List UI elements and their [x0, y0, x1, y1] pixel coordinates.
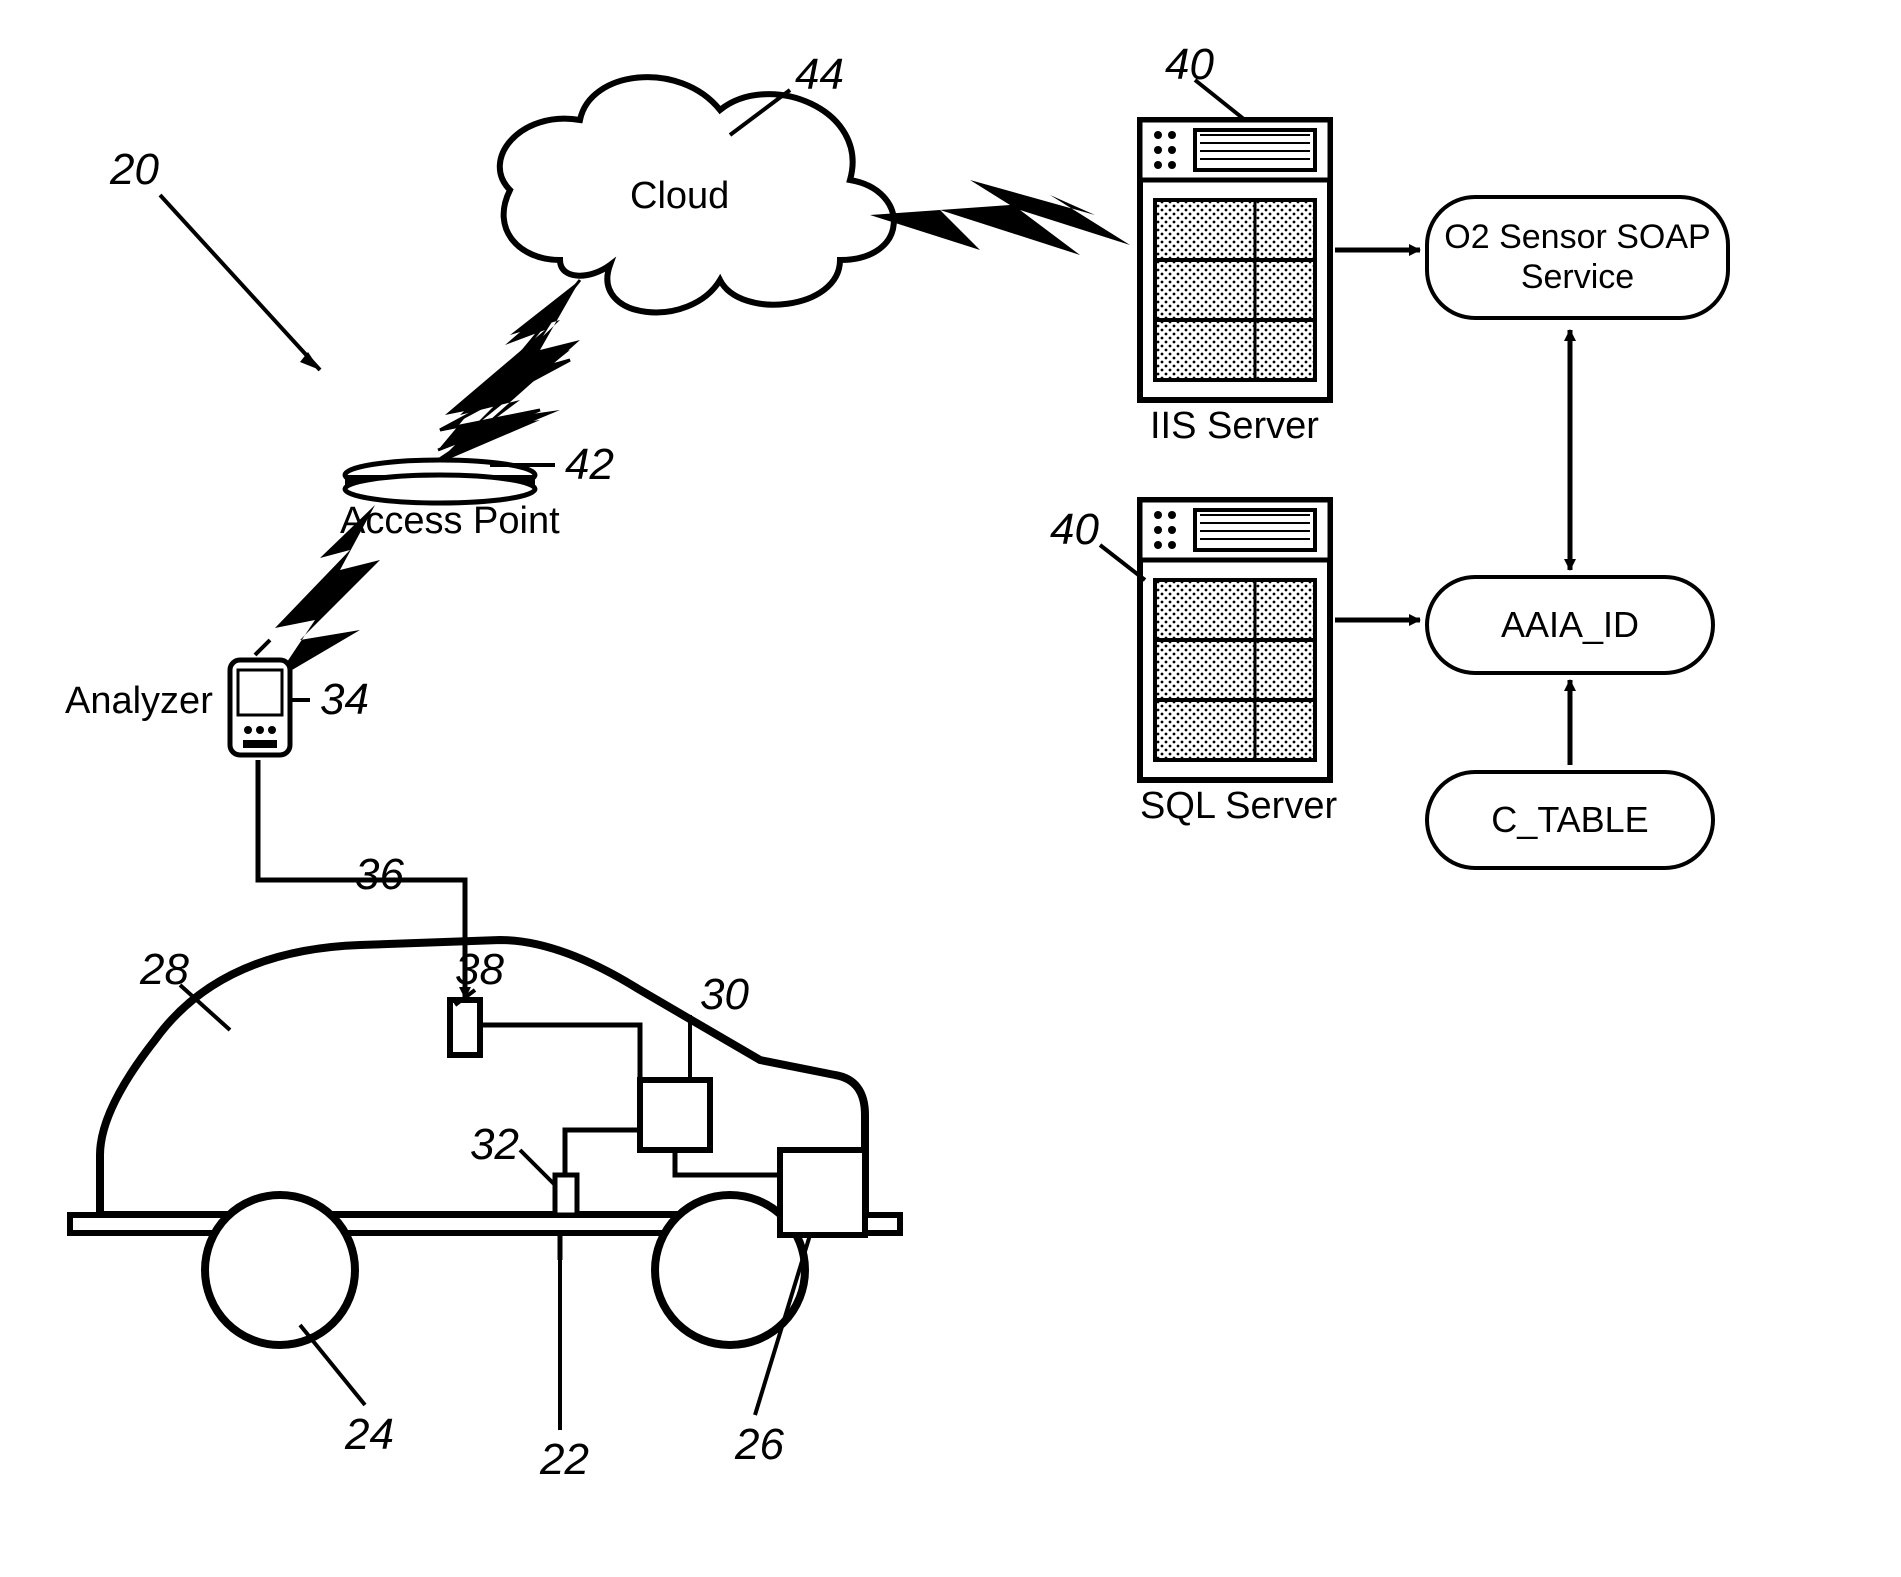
ref-22: 22 [540, 1435, 589, 1485]
ref-20: 20 [110, 145, 159, 195]
aaia-pill: AAIA_ID [1425, 575, 1715, 675]
ref-32: 32 [470, 1120, 519, 1170]
ctable-pill: C_TABLE [1425, 770, 1715, 870]
sql-label: SQL Server [1140, 785, 1337, 828]
ref-30: 30 [700, 970, 749, 1020]
ref-44: 44 [795, 50, 844, 100]
access-point-label: Access Point [340, 500, 560, 543]
analyzer-label: Analyzer [65, 680, 213, 723]
iis-server-icon [1140, 120, 1330, 400]
ref-40a: 40 [1165, 40, 1214, 90]
cloud-label: Cloud [630, 175, 729, 218]
ctable-text: C_TABLE [1491, 799, 1648, 840]
bolt3 [870, 180, 1130, 255]
analyzer-icon [230, 640, 290, 755]
sql-server-icon [1140, 500, 1330, 780]
ref-38: 38 [455, 945, 504, 995]
ref-42: 42 [565, 440, 614, 490]
ref-40b: 40 [1050, 505, 1099, 555]
aaia-text: AAIA_ID [1501, 604, 1639, 645]
ref-36: 36 [355, 850, 404, 900]
iis-label: IIS Server [1150, 405, 1319, 448]
ref-26: 26 [735, 1420, 784, 1470]
ref-34: 34 [320, 675, 369, 725]
diagram-canvas: Cloud Access Point Analyzer IIS Server S… [0, 0, 1901, 1577]
o2-service-text: O2 Sensor SOAP Service [1429, 218, 1726, 296]
ref-28: 28 [140, 945, 189, 995]
o2-service-pill: O2 Sensor SOAP Service [1425, 195, 1730, 320]
ref-24: 24 [345, 1410, 394, 1460]
